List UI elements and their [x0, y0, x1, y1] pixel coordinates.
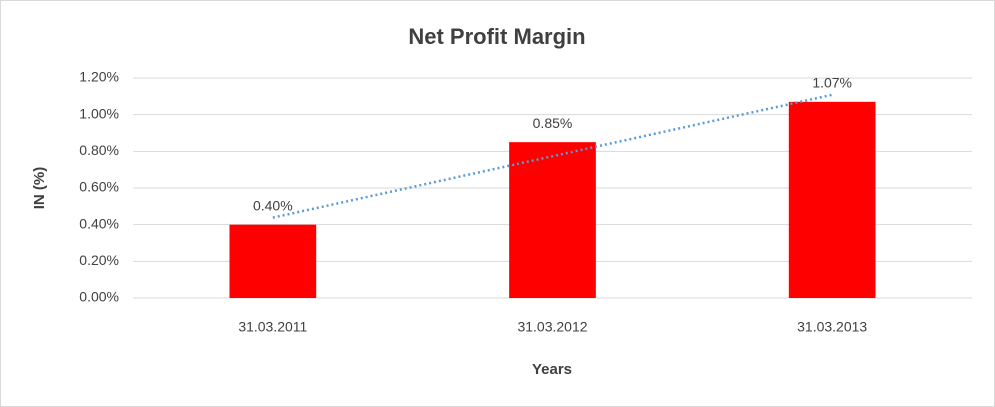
- chart-title: Net Profit Margin: [408, 24, 585, 49]
- data-label: 1.07%: [812, 75, 852, 91]
- y-tick-label: 1.00%: [79, 105, 119, 121]
- y-tick-label: 0.00%: [79, 289, 119, 305]
- y-axis-title: IN (%): [31, 167, 48, 210]
- y-tick-label: 1.20%: [79, 69, 119, 85]
- x-tick-label: 31.03.2011: [238, 319, 307, 335]
- data-label: 0.85%: [533, 115, 573, 131]
- trendline: [272, 93, 833, 219]
- y-tick-label: 0.20%: [79, 252, 119, 268]
- y-tick-label: 0.80%: [79, 142, 119, 158]
- bar: [229, 224, 317, 298]
- x-tick-label: 31.03.2013: [797, 319, 867, 335]
- bar: [788, 101, 876, 298]
- x-tick-label: 31.03.2012: [517, 319, 587, 335]
- bar: [509, 142, 596, 298]
- data-label: 0.40%: [253, 197, 293, 213]
- y-tick-label: 0.40%: [79, 215, 119, 231]
- y-tick-label: 0.60%: [79, 179, 119, 195]
- x-axis-title: Years: [532, 361, 572, 378]
